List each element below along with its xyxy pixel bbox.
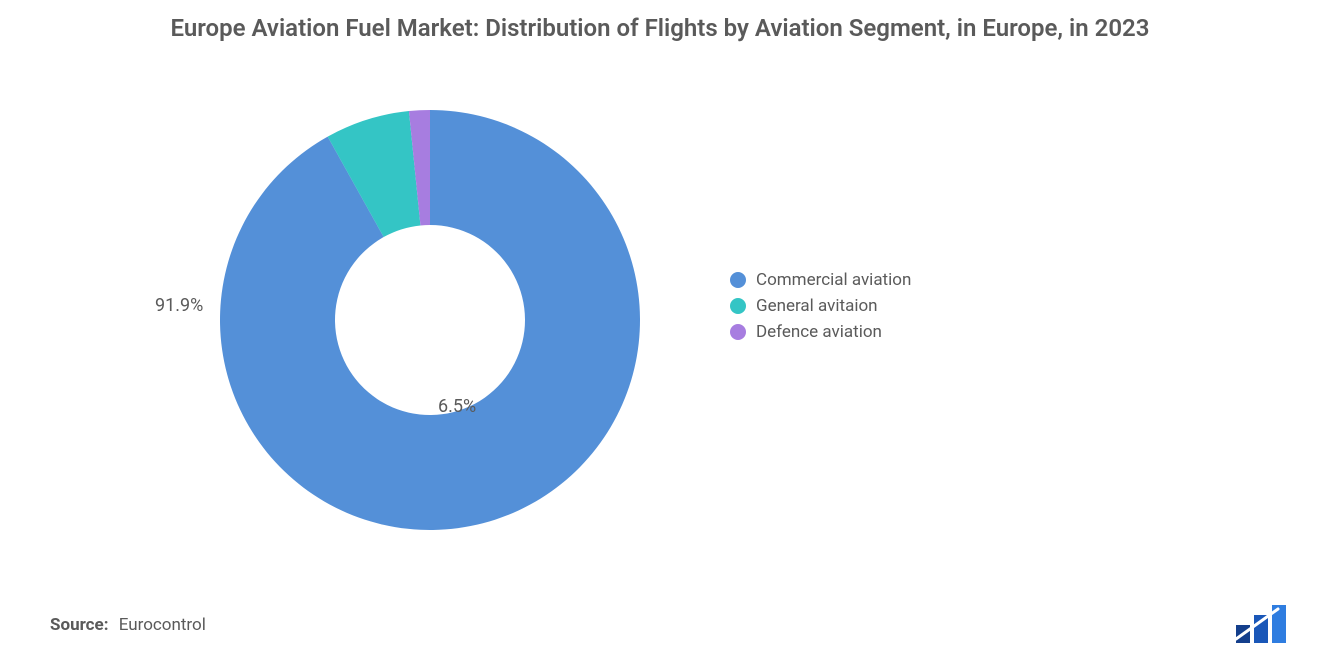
source-line: Source: Eurocontrol	[50, 615, 206, 635]
legend-item-2: Defence aviation	[730, 322, 911, 342]
donut-chart	[210, 100, 650, 540]
legend-item-1: General avitaion	[730, 296, 911, 316]
chart-title: Europe Aviation Fuel Market: Distributio…	[120, 12, 1200, 44]
chart-area: Commercial aviation General avitaion Defen…	[0, 90, 1320, 570]
source-value: Eurocontrol	[119, 615, 206, 635]
chart-title-wrap: Europe Aviation Fuel Market: Distributio…	[0, 0, 1320, 44]
legend-label-2: Defence aviation	[756, 322, 882, 342]
legend-label-0: Commercial aviation	[756, 270, 911, 290]
slice-label-1: 6.5%	[438, 396, 476, 417]
legend: Commercial aviation General avitaion Defen…	[730, 270, 911, 348]
legend-swatch-1	[730, 298, 746, 314]
legend-label-1: General avitaion	[756, 296, 878, 316]
legend-item-0: Commercial aviation	[730, 270, 911, 290]
source-label: Source:	[50, 615, 108, 635]
legend-swatch-0	[730, 272, 746, 288]
slice-label-0: 91.9%	[155, 295, 203, 316]
brand-logo	[1234, 605, 1290, 645]
legend-swatch-2	[730, 324, 746, 340]
